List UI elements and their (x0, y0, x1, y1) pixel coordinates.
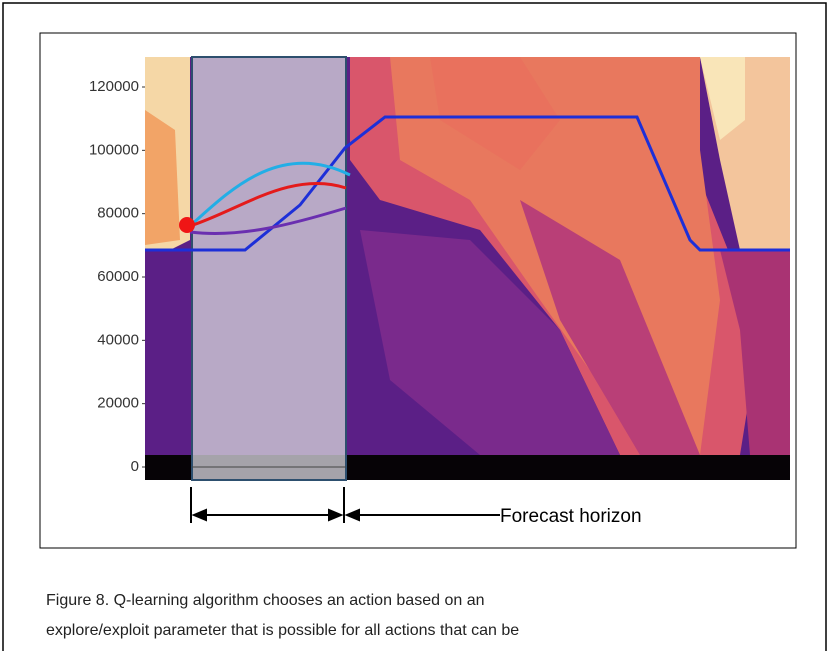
horizon-arrows (190, 487, 500, 523)
caption-line: Figure 8. Q-learning algorithm chooses a… (46, 592, 484, 609)
y-tick-label: 100000 (89, 141, 139, 158)
y-tick-label: 20000 (97, 395, 139, 412)
y-axis: 0 20000 40000 60000 80000 100000 120000 (89, 78, 145, 475)
y-tick-label: 0 (131, 458, 139, 475)
start-point (179, 217, 195, 233)
y-tick-label: 80000 (97, 205, 139, 222)
capacity-line (145, 115, 790, 252)
explore-window (191, 56, 347, 481)
annotation: Forecast horizon (500, 506, 642, 527)
path-mid (189, 182, 347, 228)
y-tick-label: 40000 (97, 331, 139, 348)
caption-line: explore/exploit parameter that is possib… (46, 622, 519, 639)
y-tick-label: 60000 (97, 268, 139, 285)
path-high (188, 161, 351, 228)
y-tick-label: 120000 (89, 78, 139, 95)
path-low (189, 206, 347, 235)
